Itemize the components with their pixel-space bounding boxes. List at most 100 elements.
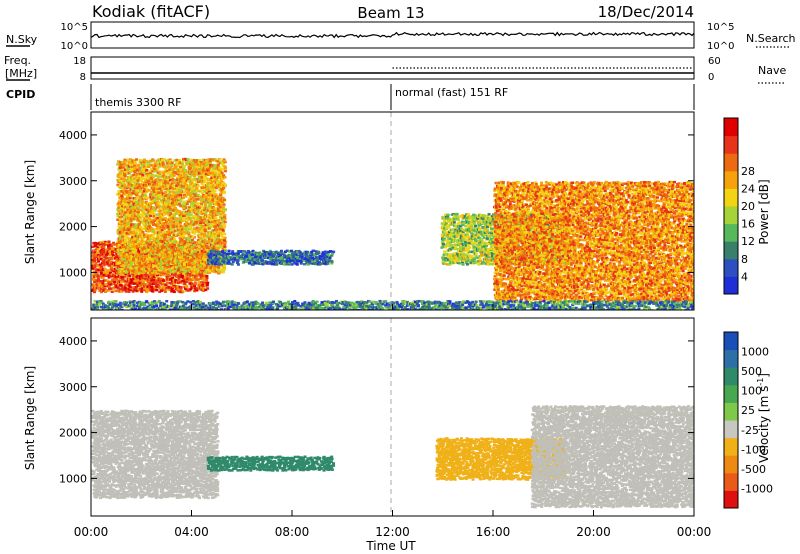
power-cell [200, 264, 204, 267]
power-cell [177, 230, 181, 234]
power-cell [296, 257, 300, 261]
power-cell [102, 248, 106, 252]
power-cell [181, 157, 185, 161]
power-cell [304, 253, 308, 256]
power-cell [288, 260, 292, 263]
power-cell [204, 188, 208, 191]
power-cell [184, 187, 188, 190]
power-cell [177, 281, 181, 285]
power-cell [139, 278, 143, 281]
power-cell [147, 250, 151, 254]
power-cell [169, 225, 173, 228]
power-cell [160, 170, 164, 174]
power-cell [207, 222, 211, 226]
power-cell [118, 221, 122, 224]
power-cell [218, 251, 222, 254]
power-cell [140, 186, 144, 190]
power-cell [179, 288, 183, 291]
power-cell [198, 163, 202, 166]
power-cell [168, 190, 172, 194]
power-cell [194, 230, 198, 233]
power-cell [250, 251, 254, 254]
power-cell [188, 196, 192, 200]
power-cell [102, 279, 106, 282]
power-cell [221, 197, 225, 200]
power-cell [195, 202, 199, 206]
power-cell [173, 252, 177, 255]
power-cell [187, 249, 191, 253]
power-cell [133, 171, 137, 175]
power-cell [130, 185, 134, 188]
power-cell [131, 233, 135, 236]
power-cell [197, 264, 201, 268]
power-cell [169, 166, 173, 169]
power-cell [142, 223, 146, 227]
power-cell [165, 194, 169, 197]
power-cell [127, 267, 131, 270]
power-cell [158, 256, 162, 259]
power-cell [150, 187, 154, 190]
power-cell [201, 251, 205, 255]
power-cell [168, 276, 172, 280]
power-cell [185, 229, 189, 233]
power-cell [136, 163, 140, 167]
power-cell [140, 240, 144, 244]
cpid-segment-1: themis 3300 RF [95, 96, 182, 109]
power-cell [168, 256, 172, 259]
power-cell [241, 253, 245, 256]
power-cell [202, 284, 206, 288]
power-cell [260, 258, 264, 261]
power-cell [230, 263, 234, 266]
power-cell [206, 250, 210, 253]
power-cell [126, 184, 130, 187]
power-cell [117, 239, 121, 243]
power-cell [161, 203, 165, 206]
power-cell [153, 193, 157, 196]
power-cell [184, 253, 188, 256]
power-cell [217, 244, 221, 247]
power-cell [216, 237, 220, 241]
power-cell [155, 266, 159, 269]
power-cell [203, 265, 207, 268]
power-cell [122, 197, 126, 201]
power-cell [215, 232, 219, 236]
nave-tick-bottom: 0 [708, 72, 714, 83]
power-cell [172, 214, 176, 217]
power-cell [213, 202, 217, 205]
power-cell [132, 223, 136, 226]
power-cell [147, 275, 151, 279]
power-cell [277, 258, 281, 262]
power-cell [233, 258, 237, 262]
power-cell [199, 216, 203, 219]
power-cell [91, 258, 95, 261]
power-cell [182, 187, 186, 190]
power-cell [210, 191, 214, 194]
power-cell [137, 200, 141, 204]
power-cell [173, 264, 177, 267]
power-cell [214, 167, 218, 171]
power-cell [163, 285, 167, 289]
power-cell [177, 197, 181, 200]
power-cell [185, 289, 189, 292]
power-cell [247, 260, 251, 264]
power-cell [254, 262, 258, 265]
power-cell [137, 166, 141, 170]
power-cell [191, 275, 195, 279]
power-cell [213, 157, 217, 161]
power-cell [165, 245, 169, 249]
power-cell [142, 168, 146, 172]
power-cell [166, 183, 170, 186]
power-cell [121, 201, 125, 205]
power-cell [113, 249, 117, 253]
power-cell [145, 190, 149, 193]
power-cell [213, 183, 217, 186]
power-cell [223, 176, 227, 179]
power-cell [166, 207, 170, 210]
power-cell [311, 253, 315, 256]
power-cell [204, 223, 208, 227]
power-cell [127, 213, 131, 216]
power-cell [180, 218, 184, 222]
power-cell [200, 202, 204, 205]
power-cell [146, 237, 150, 240]
power-cell [195, 287, 199, 290]
